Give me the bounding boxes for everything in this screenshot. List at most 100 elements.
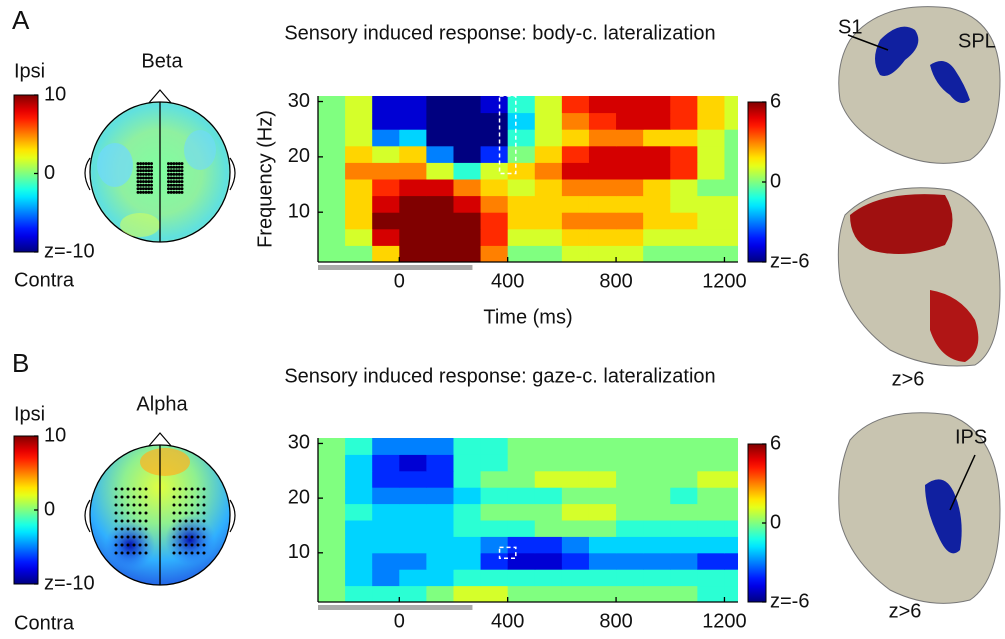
electrode [172, 511, 176, 515]
heatmap-cell [372, 162, 400, 180]
heatmap-cell [588, 245, 617, 262]
heatmap-cell [534, 520, 563, 537]
heatmap-cell [399, 112, 427, 130]
heatmap-cell [318, 195, 346, 213]
electrode [177, 187, 181, 191]
heatmap-cell [507, 487, 536, 505]
heatmap-cell [616, 112, 644, 130]
heatmap-cell [345, 569, 373, 587]
heatmap-cell [561, 145, 590, 163]
heatmap-cell [616, 145, 644, 163]
heatmap-cell [561, 112, 590, 130]
heatmap-cell [670, 585, 698, 602]
heatmap-cell [643, 569, 671, 587]
electrode [177, 162, 181, 166]
heatmap-cell [372, 552, 400, 570]
heatmap-cell [507, 245, 536, 262]
heatmap-cell [561, 195, 590, 213]
heatmap-cell [643, 585, 671, 602]
electrode [180, 172, 184, 176]
heatmap-cell [670, 112, 698, 130]
colorbar-tick-label: 0 [770, 511, 781, 533]
electrode [132, 551, 136, 555]
heatmap-cell [724, 195, 738, 213]
electrode [167, 172, 170, 176]
heatmap-cell [588, 503, 617, 521]
electrode [150, 169, 153, 173]
heatmap-cell [616, 129, 644, 147]
colorbar-bottom-label: Contra [14, 269, 75, 291]
heatmap-cell [534, 245, 563, 262]
electrode [169, 165, 173, 169]
heatmap-cell [588, 179, 617, 197]
heatmap-cell [318, 129, 346, 147]
heatmap-cell [426, 145, 454, 163]
electrode [184, 535, 188, 539]
electrode [138, 535, 142, 539]
heatmap-cell [724, 520, 738, 537]
heatmap-cell [588, 569, 617, 587]
heatmap-cell [507, 454, 536, 472]
heatmap-cell [588, 145, 617, 163]
electrode [144, 511, 148, 515]
electrode [202, 527, 206, 531]
heatmap-cell [453, 162, 482, 180]
electrode [120, 511, 124, 515]
electrode [139, 172, 143, 176]
heatmap-cell [507, 195, 536, 213]
electrode [144, 503, 148, 507]
heatmap-cell [426, 96, 454, 114]
electrode [177, 165, 181, 169]
electrode [138, 519, 142, 523]
highlight-box [498, 95, 517, 175]
heatmap-cell [670, 245, 698, 262]
heatmap-cell [534, 96, 563, 114]
electrode [175, 165, 179, 169]
electrode [180, 169, 184, 173]
electrode [138, 495, 142, 499]
electrode [196, 551, 200, 555]
electrode [167, 165, 170, 169]
electrode [202, 519, 206, 523]
electrode [172, 503, 176, 507]
heatmap-cell [507, 520, 536, 537]
electrode [175, 183, 179, 187]
electrode [180, 187, 184, 191]
electrode [114, 527, 118, 531]
electrode [178, 487, 182, 491]
heatmap-cell [426, 487, 454, 505]
heatmap-cell [670, 438, 698, 455]
heatmap-cell [670, 569, 698, 587]
heatmap-cell [534, 536, 563, 554]
heatmap [318, 438, 738, 602]
electrode [126, 551, 130, 555]
y-tick-label: 20 [288, 145, 310, 167]
heatmap-cell [453, 438, 482, 455]
heatmap-cell [318, 470, 346, 488]
electrode [169, 169, 173, 173]
heatmap-cell [453, 569, 482, 587]
electrode [178, 511, 182, 515]
electrode [132, 519, 136, 523]
electrode [138, 527, 142, 531]
highlight-box [498, 546, 517, 560]
electrode [172, 190, 176, 194]
heatmap-cell [426, 454, 454, 472]
heatmap-cell [480, 96, 509, 114]
electrode [196, 543, 200, 547]
electrode [147, 165, 151, 169]
heatmap-cell [399, 585, 427, 602]
electrode [144, 551, 148, 555]
electrode [177, 176, 181, 180]
heatmap-cell [561, 487, 590, 505]
heatmap-cell [453, 520, 482, 537]
heatmap-cell [616, 520, 644, 537]
heatmap-cell [561, 569, 590, 587]
electrode [202, 487, 206, 491]
topomap-title: Alpha [136, 393, 188, 415]
heatmap-cell [426, 179, 454, 197]
heatmap-cell [480, 552, 509, 570]
heatmap-cell [318, 552, 346, 570]
heatmap-cell [318, 569, 346, 587]
electrode [175, 176, 179, 180]
